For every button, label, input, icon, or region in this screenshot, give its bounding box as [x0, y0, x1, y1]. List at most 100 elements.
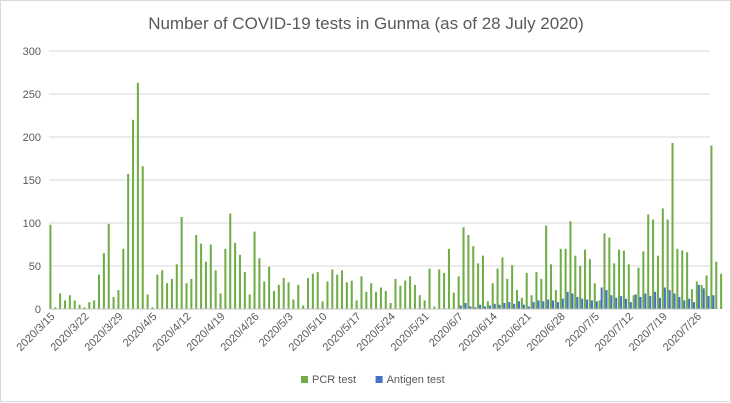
pcr-bar — [132, 119, 135, 309]
pcr-bar — [379, 287, 382, 309]
pcr-bar — [399, 285, 402, 309]
pcr-bar — [603, 233, 606, 309]
antigen-bar — [498, 304, 501, 309]
pcr-bar — [238, 254, 241, 309]
pcr-bar — [73, 300, 76, 309]
antigen-bar — [634, 294, 637, 309]
pcr-bar — [613, 263, 616, 309]
pcr-bar — [457, 276, 460, 309]
pcr-bar — [695, 281, 698, 309]
pcr-bar — [462, 227, 465, 309]
pcr-bar — [297, 284, 300, 309]
antigen-bar — [474, 307, 477, 309]
pcr-bar — [564, 248, 567, 309]
pcr-bar — [515, 290, 519, 309]
pcr-bar — [554, 290, 557, 309]
pcr-bar — [588, 259, 591, 309]
pcr-bar — [545, 225, 548, 309]
pcr-bar — [200, 243, 203, 309]
pcr-bar — [715, 261, 718, 309]
pcr-bar — [93, 300, 96, 309]
pcr-bar — [88, 302, 91, 309]
pcr-bar — [394, 278, 397, 309]
antigen-bar — [629, 302, 632, 309]
pcr-bar — [700, 284, 703, 309]
antigen-bar — [644, 293, 647, 309]
antigen-bar — [697, 284, 700, 309]
pcr-bar — [292, 299, 295, 309]
pcr-bar — [559, 248, 562, 309]
antigen-bar — [615, 297, 618, 309]
antigen-bar — [493, 303, 496, 309]
pcr-bar — [166, 283, 169, 309]
bars — [49, 82, 723, 309]
antigen-bar — [639, 296, 642, 309]
pcr-bar — [302, 305, 305, 309]
pcr-bar — [418, 295, 421, 309]
pcr-bar — [248, 294, 251, 309]
y-tick-label: 0 — [35, 304, 41, 316]
pcr-bar — [574, 255, 577, 309]
pcr-bar — [637, 267, 640, 309]
pcr-bar — [316, 272, 319, 309]
pcr-bar — [287, 282, 290, 309]
pcr-bar — [618, 249, 621, 309]
antigen-bar — [571, 293, 574, 309]
pcr-bar — [404, 280, 407, 309]
y-tick-label: 50 — [29, 261, 41, 273]
antigen-bar — [586, 299, 589, 309]
pcr-bar — [234, 242, 237, 309]
pcr-bar — [102, 253, 105, 309]
pcr-bar — [584, 249, 587, 309]
antigen-bar — [527, 306, 530, 309]
pcr-bar — [661, 208, 664, 309]
antigen-bar — [518, 301, 521, 309]
pcr-bar — [341, 270, 344, 309]
pcr-bar — [224, 248, 227, 309]
antigen-bar — [649, 296, 652, 309]
pcr-bar — [107, 223, 110, 309]
pcr-bar — [83, 307, 86, 309]
pcr-bar — [112, 296, 115, 309]
pcr-bar — [690, 289, 693, 309]
pcr-bar — [525, 272, 528, 309]
pcr-bar — [78, 304, 81, 309]
pcr-bar — [311, 273, 314, 309]
legend-label: PCR test — [312, 374, 356, 386]
pcr-bar — [195, 235, 198, 309]
pcr-bar — [185, 283, 188, 309]
pcr-bar — [530, 295, 533, 309]
pcr-bar — [282, 278, 285, 309]
pcr-bar — [170, 278, 173, 309]
pcr-bar — [117, 290, 120, 309]
antigen-bar — [484, 306, 487, 309]
pcr-bar — [656, 255, 659, 309]
pcr-bar — [438, 269, 441, 309]
pcr-bar — [151, 307, 154, 309]
antigen-bar — [654, 291, 657, 309]
pcr-bar — [190, 278, 193, 309]
pcr-bar — [321, 301, 324, 309]
pcr-bar — [253, 231, 256, 309]
pcr-bar — [467, 235, 470, 309]
pcr-bar — [306, 278, 310, 309]
x-axis-tick-labels: 2020/3/152020/3/222020/3/292020/4/52020/… — [14, 311, 704, 354]
pcr-bar — [676, 248, 679, 309]
pcr-bar — [671, 143, 674, 309]
pcr-bar — [97, 274, 101, 309]
antigen-bar — [576, 296, 579, 309]
antigen-bar — [479, 304, 482, 309]
antigen-bar — [683, 300, 686, 309]
gridlines — [49, 50, 710, 267]
y-tick-label: 100 — [23, 218, 41, 230]
pcr-bar — [608, 237, 611, 309]
pcr-bar — [136, 82, 139, 309]
antigen-bar — [702, 288, 705, 309]
y-axis-tick-labels: 0 50 100 150 200 250 300 — [23, 46, 41, 316]
pcr-bar — [375, 291, 378, 309]
y-tick-label: 200 — [23, 132, 41, 144]
pcr-bar — [146, 294, 149, 309]
pcr-bar — [204, 261, 207, 309]
legend-label: Antigen test — [387, 374, 445, 386]
